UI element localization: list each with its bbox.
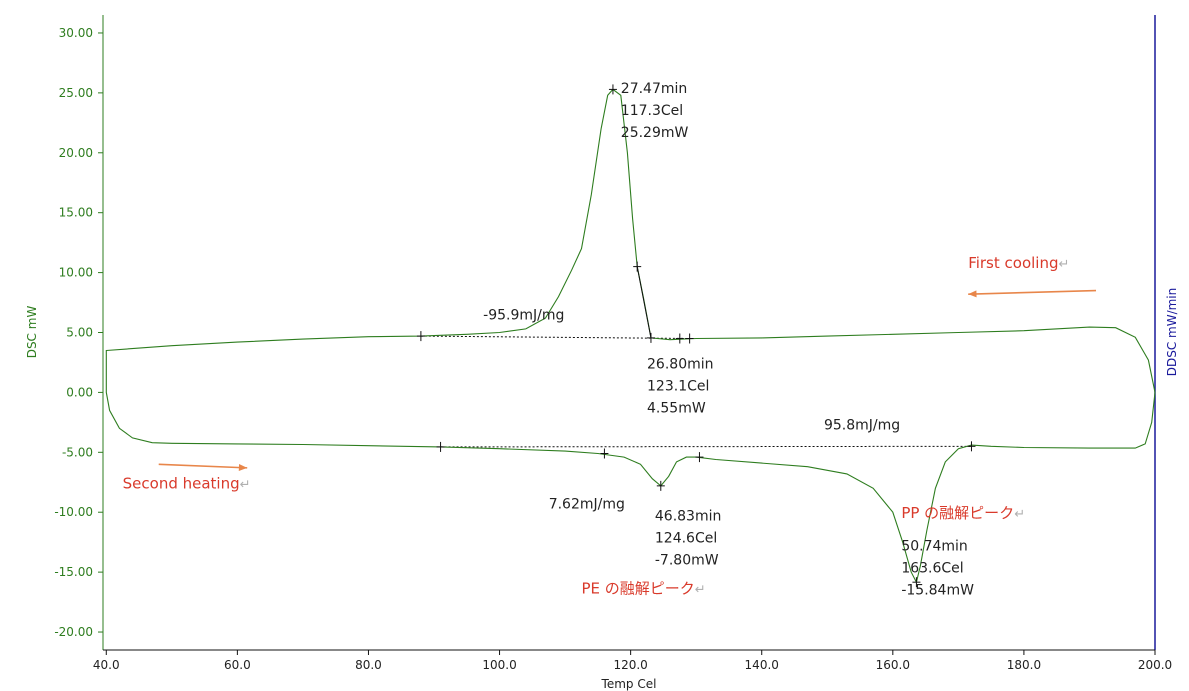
point-marker [912,577,921,588]
x-tick-label: 140.0 [745,658,779,672]
x-tick-label: 120.0 [613,658,647,672]
arrows [158,289,1097,472]
point-marker [685,333,694,344]
labels: First cooling↵ Second heating↵ PP の融解ピーク↵ P… [123,254,1070,598]
x-tick-label: 80.0 [355,658,382,672]
y-tick-label: 25.00 [59,86,93,100]
point-marker [675,333,684,344]
point-marker [695,452,704,463]
point-marker [646,332,655,343]
label-pe-melt: PE の融解ピーク↵ [581,580,705,598]
y-tick-label: 0.00 [66,385,93,399]
y-tick-label: 10.00 [59,266,93,280]
label-first-cooling: First cooling↵ [968,254,1069,272]
y-tick-label: -10.00 [54,505,93,519]
annotation-area3: 7.62mJ/mg [549,497,625,513]
annotation-peak_pe: 46.83min 124.6Cel -7.80mW [655,509,721,569]
annotation-area1: -95.9mJ/mg [483,307,564,323]
arrow-heating [158,463,248,472]
point-marker [633,261,642,272]
x-axis-title: Temp Cel [601,677,657,691]
annotation-peak1: 27.47min 117.3Cel 25.29mW [621,81,689,141]
y-axis-title-right: DDSC mW/min [1165,288,1179,377]
annotations: 27.47min 117.3Cel 25.29mW 26.80min 123.1Cel 4… [483,81,974,599]
x-tick-label: 100.0 [482,658,516,672]
y-axis-title: DSC mW [25,306,39,359]
x-tick-label: 40.0 [93,658,120,672]
x-ticks: 40.0 60.0 80.0 100.0 120.0 140.0 160.0 180.0 200… [93,650,1172,672]
y-tick-label: 15.00 [59,206,93,220]
annotation-peak_pp: 50.74min 163.6Cel -15.84mW [901,539,974,599]
point-marker [608,84,617,95]
y-tick-label: -20.00 [54,625,93,639]
y-tick-label: 30.00 [59,26,93,40]
y-ticks: 30.00 25.00 20.00 15.00 10.00 5.00 0.00 -5.00 -1… [54,26,103,639]
y-tick-label: -15.00 [54,565,93,579]
point-marker [436,441,445,452]
point-marker [656,480,665,491]
x-tick-label: 180.0 [1007,658,1041,672]
baselines [420,335,972,448]
point-marker [967,441,976,452]
label-pp-melt: PP の融解ピーク↵ [901,504,1025,522]
dsc-curve [105,88,1156,584]
annotation-onset1: 26.80min 123.1Cel 4.55mW [647,356,713,416]
x-tick-label: 160.0 [876,658,910,672]
label-second-heating: Second heating↵ [123,474,251,492]
markers [416,84,976,588]
x-tick-label: 200.0 [1138,658,1172,672]
y-tick-label: 20.00 [59,146,93,160]
arrow-cooling [968,289,1097,298]
baseline [420,335,690,339]
onset-tangent [636,266,652,338]
y-tick-label: 5.00 [66,326,93,340]
y-tick-label: -5.00 [62,445,93,459]
point-marker [600,448,609,459]
point-marker [416,331,425,342]
x-tick-label: 60.0 [224,658,251,672]
baseline [440,445,972,448]
annotation-area2: 95.8mJ/mg [824,418,900,434]
